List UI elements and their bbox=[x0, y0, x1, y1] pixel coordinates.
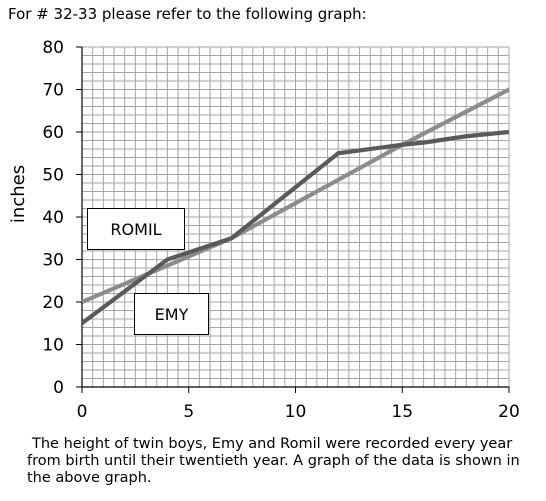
x-tick-label: 5 bbox=[183, 402, 194, 422]
y-axis-label: inches bbox=[8, 165, 29, 223]
line-chart: 0 10 20 30 40 50 60 70 80 0 5 10 15 20 inches bbox=[8, 38, 520, 422]
chart-axes bbox=[76, 46, 510, 393]
y-tick-label: 20 bbox=[42, 293, 64, 313]
y-tick-label: 70 bbox=[42, 81, 64, 101]
y-tick-label: 40 bbox=[42, 208, 64, 228]
x-tick-label: 10 bbox=[285, 402, 307, 422]
y-tick-label: 10 bbox=[42, 336, 64, 356]
y-tick-labels: 0 10 20 30 40 50 60 70 80 bbox=[42, 38, 64, 398]
chart-caption: The height of twin boys, Emy and Romil w… bbox=[27, 436, 544, 487]
caption-line: The height of twin boys, Emy and Romil w… bbox=[32, 436, 513, 452]
series-line-emy bbox=[80, 129, 510, 325]
y-tick-label: 80 bbox=[42, 38, 64, 58]
x-tick-label: 0 bbox=[77, 402, 88, 422]
question-header: For # 32-33 please refer to the followin… bbox=[8, 5, 367, 23]
legend-label-romil: ROMIL bbox=[87, 208, 185, 250]
y-tick-label: 60 bbox=[42, 123, 64, 143]
y-tick-label: 50 bbox=[42, 166, 64, 186]
x-tick-labels: 0 5 10 15 20 bbox=[77, 402, 520, 422]
y-tick-label: 0 bbox=[53, 378, 64, 398]
y-tick-label: 30 bbox=[42, 251, 64, 271]
x-tick-label: 20 bbox=[498, 402, 520, 422]
chart-series bbox=[80, 87, 510, 325]
caption-line: the above graph. bbox=[27, 470, 152, 486]
caption-line: from birth until their twentieth year. A… bbox=[27, 453, 520, 469]
x-tick-label: 15 bbox=[391, 402, 413, 422]
legend-label-emy: EMY bbox=[134, 293, 209, 335]
series-line-romil bbox=[81, 87, 510, 304]
